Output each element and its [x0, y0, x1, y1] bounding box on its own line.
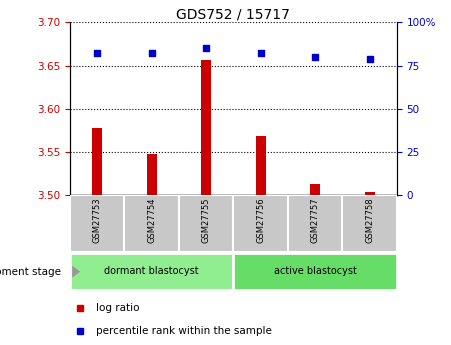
Text: GSM27754: GSM27754 — [147, 198, 156, 243]
FancyBboxPatch shape — [234, 253, 397, 289]
Point — [257, 51, 264, 56]
Text: percentile rank within the sample: percentile rank within the sample — [96, 326, 272, 336]
Bar — [256, 136, 266, 195]
FancyBboxPatch shape — [234, 195, 288, 252]
Point — [202, 46, 210, 51]
Bar — [147, 154, 156, 195]
Bar — [365, 193, 374, 195]
FancyBboxPatch shape — [342, 195, 397, 252]
Point — [366, 56, 373, 61]
Text: GSM27758: GSM27758 — [365, 198, 374, 243]
FancyBboxPatch shape — [70, 195, 124, 252]
Bar — [92, 128, 102, 195]
Point — [148, 51, 155, 56]
Point — [93, 51, 101, 56]
Text: development stage: development stage — [0, 267, 61, 277]
Text: GSM27753: GSM27753 — [92, 198, 101, 243]
Text: active blastocyst: active blastocyst — [274, 266, 357, 276]
Text: GSM27756: GSM27756 — [256, 198, 265, 243]
FancyBboxPatch shape — [288, 195, 342, 252]
Text: GSM27755: GSM27755 — [202, 198, 211, 243]
FancyBboxPatch shape — [70, 253, 234, 289]
FancyBboxPatch shape — [179, 195, 234, 252]
Bar — [201, 60, 211, 195]
Point — [312, 54, 319, 60]
Text: GSM27757: GSM27757 — [311, 198, 320, 243]
Title: GDS752 / 15717: GDS752 / 15717 — [176, 7, 290, 21]
Text: log ratio: log ratio — [96, 303, 139, 313]
FancyBboxPatch shape — [124, 195, 179, 252]
Text: dormant blastocyst: dormant blastocyst — [104, 266, 199, 276]
Bar — [310, 184, 320, 195]
